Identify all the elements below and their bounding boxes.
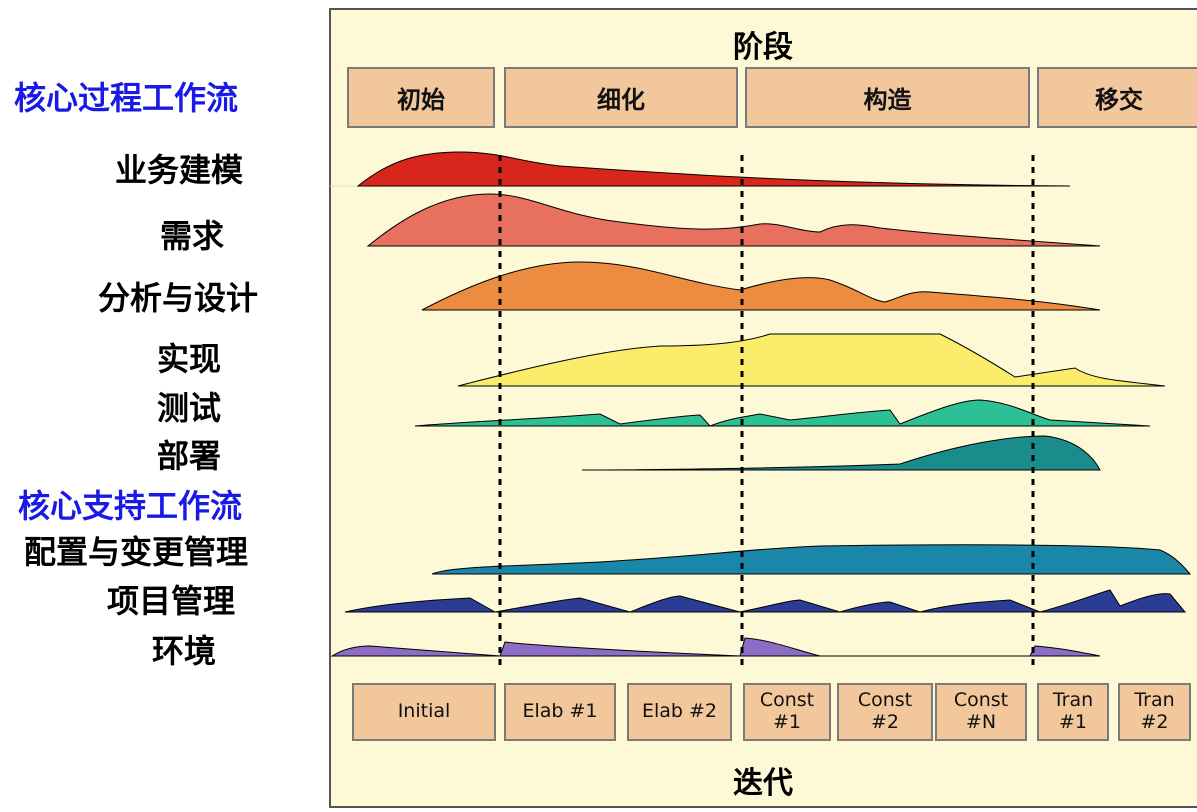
workflow-label-analysis-design: 分析与设计 [98, 279, 259, 317]
hump-implementation [457, 333, 1166, 387]
phase-elaboration: 细化 [504, 67, 738, 128]
workflow-label-business-modeling: 业务建模 [115, 151, 244, 189]
workflow-label-requirements: 需求 [160, 217, 225, 255]
iterations-title: 迭代 [733, 766, 793, 801]
hump-test [414, 399, 1151, 427]
iteration-const-2: Const #2 [837, 683, 933, 741]
hump-environment [330, 637, 1101, 657]
phases-title: 阶段 [733, 30, 793, 65]
hump-requirements [366, 193, 1101, 247]
hump-project-mgmt [344, 589, 1187, 613]
workflow-label-deployment: 部署 [157, 437, 222, 475]
workflow-label-implementation: 实现 [157, 340, 222, 378]
iteration-tran-2: Tran #2 [1118, 683, 1191, 741]
iteration-elab-2: Elab #2 [627, 683, 732, 741]
iteration-tran-1: Tran #1 [1037, 683, 1109, 741]
iteration-const-1: Const #1 [743, 683, 831, 741]
phase-inception: 初始 [347, 67, 495, 128]
hump-deployment [581, 435, 1101, 471]
hump-business-modeling [356, 151, 1071, 187]
hump-analysis-design [421, 261, 1101, 311]
core-support-heading: 核心支持工作流 [18, 487, 243, 525]
phase-transition: 移交 [1037, 67, 1197, 128]
phase-construction: 构造 [745, 67, 1030, 128]
iteration-initial: Initial [352, 683, 496, 741]
iteration-elab-1: Elab #1 [504, 683, 616, 741]
rup-diagram-panel [329, 8, 1197, 808]
workflow-label-config-change-mgmt: 配置与变更管理 [24, 533, 249, 571]
workflow-label-test: 测试 [157, 389, 222, 427]
workflow-label-project-mgmt: 项目管理 [107, 582, 236, 620]
workflow-label-environment: 环境 [152, 632, 217, 670]
iteration-const-n: Const #N [935, 683, 1027, 741]
core-process-heading: 核心过程工作流 [14, 79, 239, 117]
hump-config-change-mgmt [431, 544, 1192, 575]
